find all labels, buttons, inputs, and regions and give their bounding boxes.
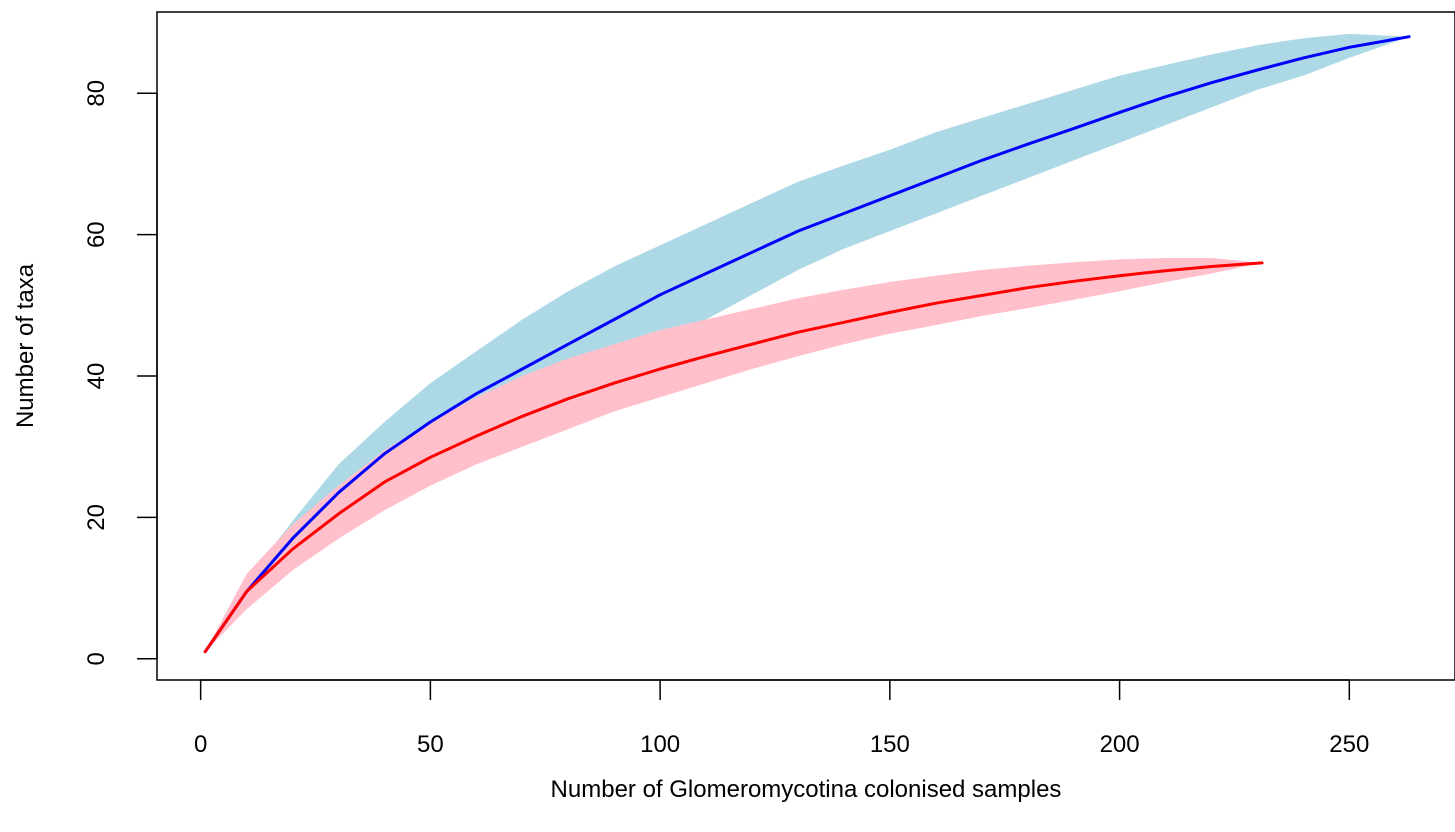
x-tick-label: 100 (640, 731, 680, 758)
x-tick-label: 0 (194, 731, 207, 758)
y-tick-label: 20 (83, 504, 110, 531)
series-line-2 (203, 261, 1264, 654)
x-tick-label: 150 (870, 731, 910, 758)
x-axis: 0 50 100 150 200 250 (194, 679, 1369, 758)
y-tick-label: 60 (83, 221, 110, 248)
y-tick-label: 0 (83, 652, 110, 665)
confidence-band-2 (205, 258, 1263, 652)
x-tick-label: 250 (1329, 731, 1369, 758)
series-lines (203, 35, 1411, 654)
confidence-bands (205, 33, 1410, 652)
x-tick-label: 50 (417, 731, 444, 758)
y-tick-label: 80 (83, 80, 110, 107)
series-line-1 (203, 35, 1411, 654)
y-tick-label: 40 (83, 363, 110, 390)
y-axis: 0 20 40 60 80 (83, 80, 158, 665)
y-axis-label: Number of taxa (12, 263, 39, 428)
x-tick-label: 200 (1100, 731, 1140, 758)
x-axis-label: Number of Glomeromycotina colonised samp… (551, 776, 1062, 803)
